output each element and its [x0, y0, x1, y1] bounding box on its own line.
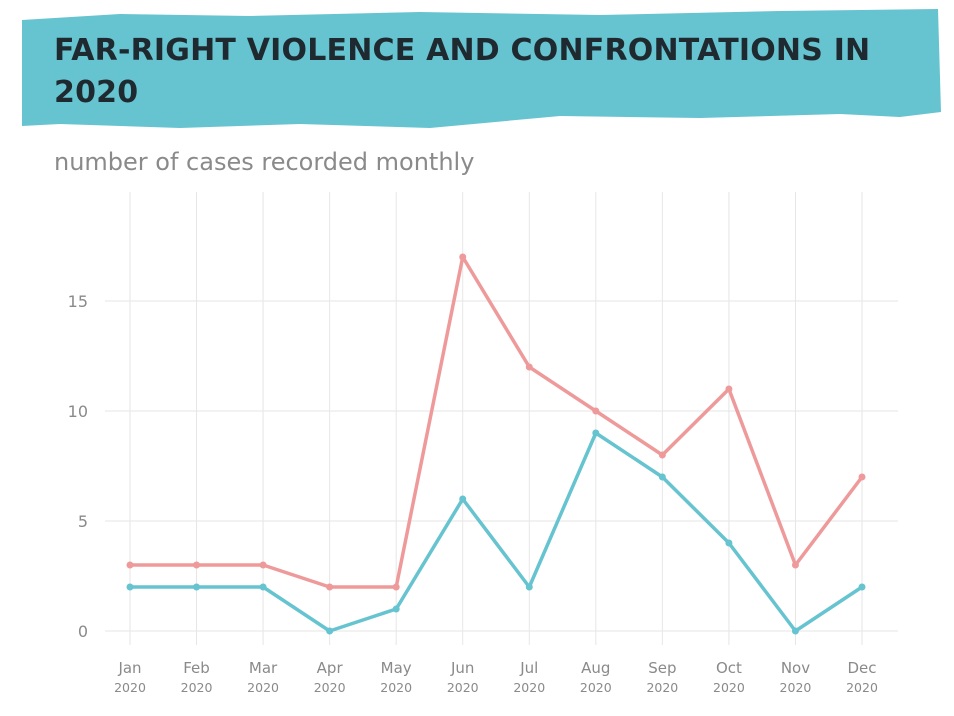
data-point-series-1-jan[interactable]	[126, 561, 134, 569]
x-tick-label-sep: Sep	[648, 659, 676, 677]
x-tick-year-mar: 2020	[247, 680, 279, 695]
data-point-series-2-mar[interactable]	[259, 583, 267, 591]
x-tick-label-jan: Jan	[117, 659, 141, 677]
x-tick-year-apr: 2020	[314, 680, 346, 695]
x-tick-label-may: May	[381, 659, 412, 677]
x-tick-label-jul: Jul	[519, 659, 538, 677]
data-point-series-2-may[interactable]	[392, 605, 400, 613]
data-point-series-1-nov[interactable]	[791, 561, 799, 569]
x-tick-label-apr: Apr	[317, 659, 344, 677]
data-point-series-2-jun[interactable]	[459, 495, 467, 503]
y-tick-label-5: 5	[78, 512, 88, 531]
x-tick-year-may: 2020	[380, 680, 412, 695]
data-point-series-2-apr[interactable]	[326, 627, 334, 635]
x-tick-year-nov: 2020	[780, 680, 812, 695]
chart-subtitle: number of cases recorded monthly	[54, 148, 475, 176]
x-tick-label-aug: Aug	[581, 659, 610, 677]
y-tick-label-0: 0	[78, 622, 88, 641]
x-tick-year-jun: 2020	[447, 680, 479, 695]
data-point-series-2-dec[interactable]	[858, 583, 866, 591]
series-layer	[126, 253, 866, 635]
x-tick-year-oct: 2020	[713, 680, 745, 695]
data-point-series-1-aug[interactable]	[592, 407, 600, 415]
x-tick-year-aug: 2020	[580, 680, 612, 695]
data-point-series-2-feb[interactable]	[193, 583, 201, 591]
data-point-series-2-aug[interactable]	[592, 429, 600, 437]
x-axis: Jan 2020 Feb 2020 Mar 2020 Apr 2020 May 2020 Jun 20…	[114, 659, 878, 695]
x-tick-label-mar: Mar	[249, 659, 278, 677]
data-point-series-1-jul[interactable]	[525, 363, 533, 371]
x-tick-label-jun: Jun	[450, 659, 474, 677]
series-line-2	[128, 431, 864, 633]
data-point-series-1-jun[interactable]	[459, 253, 467, 261]
data-point-series-2-sep[interactable]	[658, 473, 666, 481]
y-tick-label-15: 15	[68, 292, 88, 311]
x-tick-label-feb: Feb	[183, 659, 210, 677]
data-point-series-2-jan[interactable]	[126, 583, 134, 591]
data-point-series-1-apr[interactable]	[326, 583, 334, 591]
grid-lines	[105, 192, 898, 645]
data-point-series-1-may[interactable]	[392, 583, 400, 591]
x-tick-label-oct: Oct	[716, 659, 742, 677]
chart-title: FAR-RIGHT VIOLENCE AND CONFRONTATIONS IN…	[54, 33, 871, 110]
data-point-series-1-feb[interactable]	[193, 561, 201, 569]
x-tick-year-feb: 2020	[181, 680, 213, 695]
data-point-series-2-jul[interactable]	[525, 583, 533, 591]
series-line-1	[128, 255, 864, 589]
banner-brush-shape	[22, 9, 941, 128]
x-tick-label-nov: Nov	[781, 659, 810, 677]
data-point-series-1-sep[interactable]	[658, 451, 666, 459]
data-point-series-2-nov[interactable]	[791, 627, 799, 635]
x-tick-year-jul: 2020	[513, 680, 545, 695]
data-point-series-1-mar[interactable]	[259, 561, 267, 569]
y-axis: 0 5 10 15	[68, 292, 88, 641]
data-point-series-2-oct[interactable]	[725, 539, 733, 547]
y-tick-label-10: 10	[68, 402, 88, 421]
x-tick-year-jan: 2020	[114, 680, 146, 695]
x-tick-year-sep: 2020	[646, 680, 678, 695]
title-banner	[22, 9, 941, 128]
x-tick-year-dec: 2020	[846, 680, 878, 695]
data-point-series-1-oct[interactable]	[725, 385, 733, 393]
data-point-series-1-dec[interactable]	[858, 473, 866, 481]
x-tick-label-dec: Dec	[847, 659, 876, 677]
